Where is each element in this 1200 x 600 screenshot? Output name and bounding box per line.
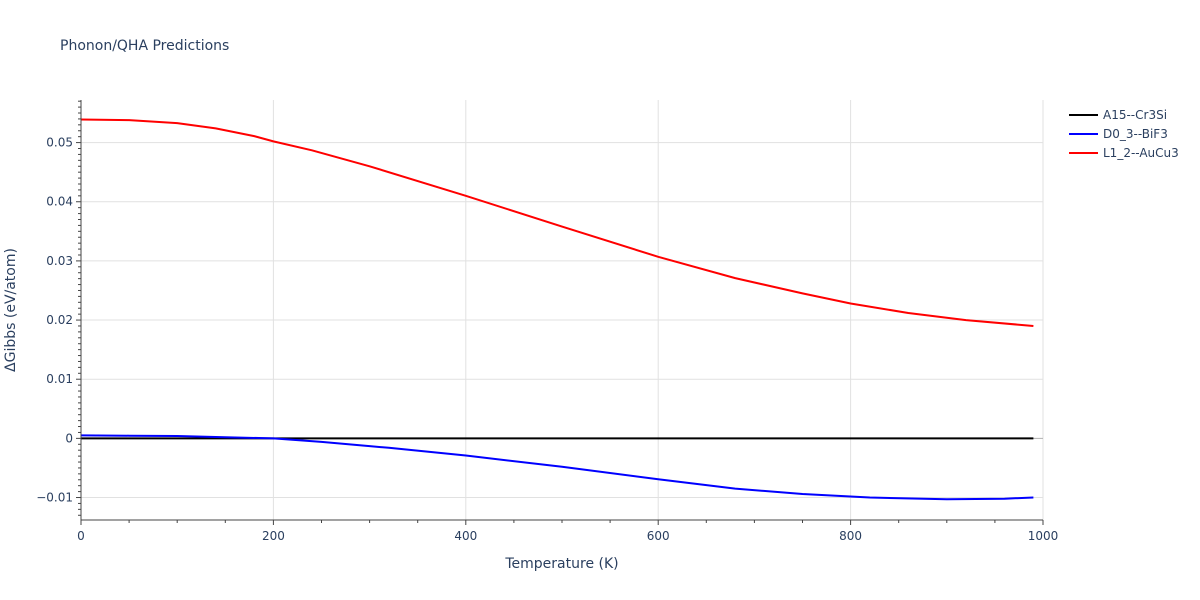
legend-item-label[interactable]: D0_3--BiF3 <box>1103 127 1168 141</box>
x-axis-label: Temperature (K) <box>504 556 618 572</box>
series-line-l1-2-aucu3 <box>80 118 1034 327</box>
legend-item-label[interactable]: L1_2--AuCu3 <box>1103 146 1179 160</box>
x-tick-label: 1000 <box>1028 529 1059 543</box>
y-tick-label: −0.01 <box>36 491 73 505</box>
x-tick-label: 600 <box>647 529 670 543</box>
y-tick-label: 0.03 <box>46 254 73 268</box>
axis-layer: 0 200 400 600 800 1000 −0.01 0 0.01 0.02 0.03 0.04 0… <box>36 100 1058 543</box>
x-tick-label: 200 <box>262 529 285 543</box>
y-tick-label: 0.05 <box>46 136 73 150</box>
y-tick-label: 0.02 <box>46 313 73 327</box>
y-tick-label: 0.04 <box>46 195 73 209</box>
series-line-d0-3-bif3 <box>80 434 1034 501</box>
series-layer <box>80 118 1034 501</box>
x-tick-label: 800 <box>839 529 862 543</box>
grid-layer <box>81 100 1044 520</box>
legend[interactable]: A15--Cr3Si D0_3--BiF3 L1_2--AuCu3 <box>1069 108 1179 160</box>
y-axis-label: ΔGibbs (eV/atom) <box>3 248 19 372</box>
x-tick-label: 400 <box>454 529 477 543</box>
legend-item-label[interactable]: A15--Cr3Si <box>1103 108 1167 122</box>
y-tick-label: 0 <box>65 431 73 445</box>
chart-title: Phonon/QHA Predictions <box>60 38 229 54</box>
x-tick-label: 0 <box>77 529 85 543</box>
y-tick-label: 0.01 <box>46 372 73 386</box>
